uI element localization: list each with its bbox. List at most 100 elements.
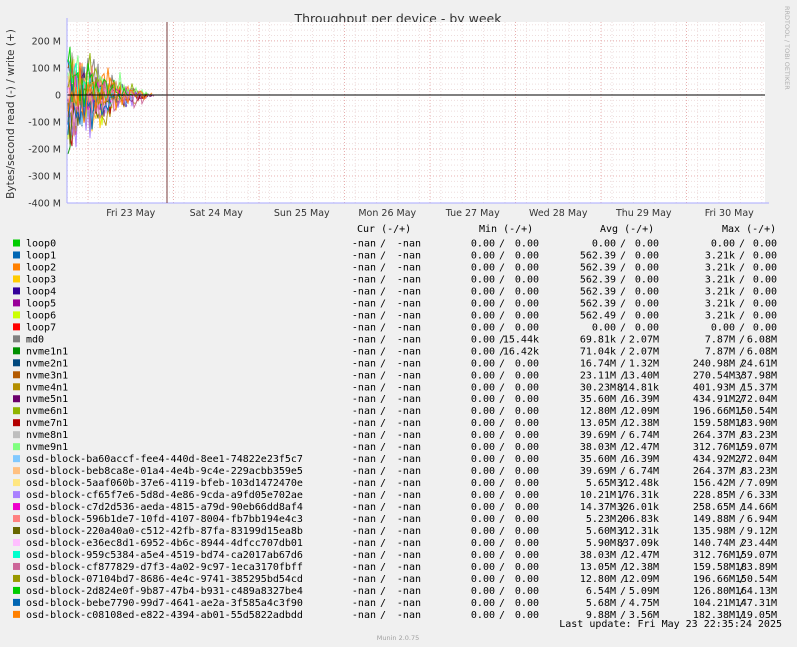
legend-value: -nan bbox=[352, 490, 376, 501]
legend-value: -nan bbox=[352, 370, 376, 381]
legend-separator: / bbox=[380, 382, 386, 393]
legend-separator: / bbox=[499, 406, 505, 417]
legend-value: 0.00 bbox=[635, 286, 659, 297]
y-tick-label: 100 M bbox=[32, 63, 61, 74]
legend-swatch bbox=[13, 239, 20, 247]
legend-separator: / bbox=[620, 310, 626, 321]
legend-separator: / bbox=[380, 478, 386, 489]
legend-value: -nan bbox=[352, 394, 376, 405]
legend-value: 0.00 bbox=[471, 406, 495, 417]
legend-value: -nan bbox=[352, 598, 376, 609]
legend-swatch bbox=[13, 431, 20, 439]
legend-value: 272.04M bbox=[735, 454, 777, 465]
legend-separator: / bbox=[499, 274, 505, 285]
legend-swatch bbox=[13, 335, 20, 343]
legend-separator: / bbox=[739, 274, 745, 285]
legend-separator: / bbox=[380, 239, 386, 250]
legend-value: 150.54M bbox=[735, 406, 777, 417]
legend-value: 0.00 bbox=[471, 466, 495, 477]
legend-value: 16.39M bbox=[623, 394, 659, 405]
legend-series-name: nvme2n1 bbox=[26, 358, 68, 369]
legend-row: osd-block-c08108ed-e822-4394-ab01-55d582… bbox=[13, 610, 777, 621]
x-tick-label: Fri 23 May bbox=[106, 208, 155, 219]
legend-series-name: osd-block-07104bd7-8686-4e4c-9741-385295… bbox=[26, 574, 303, 585]
legend-separator: / bbox=[499, 598, 505, 609]
legend-value: -nan bbox=[397, 382, 421, 393]
legend-separator: / bbox=[380, 370, 386, 381]
legend-separator: / bbox=[499, 334, 505, 345]
legend-value: 0.00 bbox=[635, 250, 659, 261]
legend-separator: / bbox=[620, 574, 626, 585]
col-avg: Avg (-/+) bbox=[600, 224, 654, 235]
legend-separator: / bbox=[620, 358, 626, 369]
legend-value: 196.66M bbox=[693, 574, 735, 585]
munin-footer: Munin 2.0.75 bbox=[377, 634, 420, 642]
legend-separator: / bbox=[739, 550, 745, 561]
legend-row: loop6 -nan / -nan 0.00 / 0.00 562.49 / 0.00 3.21k /… bbox=[13, 310, 777, 321]
legend-separator: / bbox=[380, 418, 386, 429]
legend-separator: / bbox=[499, 442, 505, 453]
legend-value: -nan bbox=[397, 239, 421, 250]
legend-series-name: osd-block-2d824e0f-9b87-47b4-b931-c489a8… bbox=[26, 586, 303, 597]
legend-separator: / bbox=[620, 262, 626, 273]
legend-series-name: loop5 bbox=[26, 298, 56, 309]
legend-value: 164.13M bbox=[735, 586, 777, 597]
legend-separator: / bbox=[739, 382, 745, 393]
legend-value: -nan bbox=[397, 430, 421, 441]
legend-value: 0.00 bbox=[753, 239, 777, 250]
legend-value: 35.60M bbox=[580, 394, 616, 405]
legend-value: 312.31k bbox=[617, 526, 659, 537]
legend-series-name: osd-block-5aaf060b-37e6-4119-bfeb-103d14… bbox=[26, 478, 303, 489]
legend-value: 0.00 bbox=[515, 250, 539, 261]
legend-value: 6.94M bbox=[747, 514, 777, 525]
legend-value: 9.88M bbox=[586, 610, 616, 621]
legend-value: -nan bbox=[352, 478, 376, 489]
legend-value: 126.80M bbox=[693, 586, 735, 597]
legend-separator: / bbox=[499, 239, 505, 250]
legend-value: 16.74M bbox=[580, 358, 616, 369]
legend-value: 0.00 bbox=[635, 274, 659, 285]
legend-separator: / bbox=[380, 598, 386, 609]
legend-separator: / bbox=[739, 538, 745, 549]
legend-value: 156.42M bbox=[693, 478, 735, 489]
legend-value: 176.31k bbox=[617, 490, 659, 501]
legend-separator: / bbox=[739, 466, 745, 477]
legend-separator: / bbox=[499, 262, 505, 273]
legend-value: -nan bbox=[352, 466, 376, 477]
legend-swatch bbox=[13, 323, 20, 331]
legend-value: 119.05M bbox=[735, 610, 777, 621]
legend-separator: / bbox=[739, 526, 745, 537]
legend-row: osd-block-220a40a0-c512-42fb-87fa-83199d… bbox=[13, 526, 777, 537]
legend-value: 159.58M bbox=[693, 562, 735, 573]
legend-value: 3.21k bbox=[705, 250, 735, 261]
legend-value: -nan bbox=[397, 262, 421, 273]
legend-value: 0.00 bbox=[515, 454, 539, 465]
x-tick-label: Sun 25 May bbox=[274, 208, 330, 219]
y-tick-label: 0 bbox=[55, 90, 61, 101]
legend-separator: / bbox=[380, 454, 386, 465]
legend-value: 562.39 bbox=[580, 250, 616, 261]
legend-value: 183.90M bbox=[735, 418, 777, 429]
legend-value: 0.00 bbox=[515, 466, 539, 477]
legend-value: 337.98M bbox=[735, 370, 777, 381]
legend-separator: / bbox=[620, 454, 626, 465]
legend-series-name: nvme1n1 bbox=[26, 346, 68, 357]
legend-value: 0.00 bbox=[471, 550, 495, 561]
legend-series-name: osd-block-596b1de7-10fd-4107-8004-fb7bb1… bbox=[26, 514, 303, 525]
legend-separator: / bbox=[380, 502, 386, 513]
legend-series-name: loop4 bbox=[26, 286, 56, 297]
legend-swatch bbox=[13, 479, 20, 487]
legend-series-name: loop7 bbox=[26, 322, 56, 333]
legend-value: -nan bbox=[397, 274, 421, 285]
legend-value: 2.07M bbox=[629, 334, 659, 345]
col-cur: Cur (-/+) bbox=[357, 224, 411, 235]
legend-swatch bbox=[13, 407, 20, 415]
legend-value: -nan bbox=[352, 538, 376, 549]
legend-value: 14.37M bbox=[580, 502, 616, 513]
legend-value: 159.07M bbox=[735, 550, 777, 561]
legend-separator: / bbox=[380, 574, 386, 585]
legend-swatch bbox=[13, 598, 20, 606]
legend-separator: / bbox=[499, 610, 505, 621]
legend-value: -nan bbox=[397, 478, 421, 489]
legend-row: osd-block-ba60accf-fee4-440d-8ee1-74822e… bbox=[13, 454, 777, 465]
